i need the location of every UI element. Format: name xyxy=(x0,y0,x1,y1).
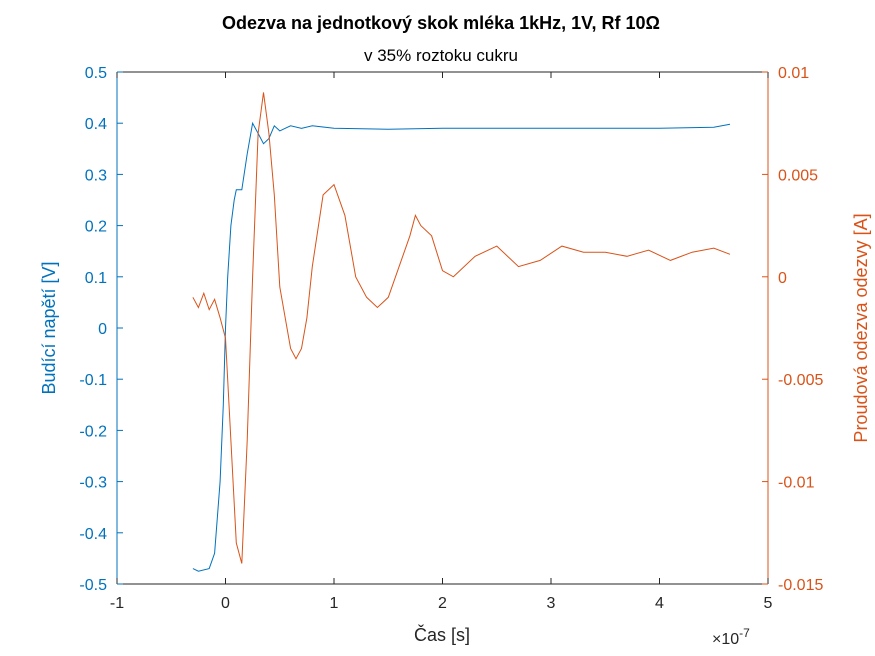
plot-area xyxy=(116,71,769,585)
y-left-tick-label: -0.5 xyxy=(79,577,107,594)
y-left-tick-label: 0.1 xyxy=(85,270,107,287)
x-tick-label: 1 xyxy=(330,595,339,612)
x-tick-label: 3 xyxy=(547,595,556,612)
y-left-tick-label: 0.5 xyxy=(85,65,107,82)
y-left-tick-label: 0.2 xyxy=(85,219,107,236)
y-left-tick-label: 0.3 xyxy=(85,167,107,184)
x-tick-label: 0 xyxy=(221,595,230,612)
x-axis-label: Čas [s] xyxy=(414,624,470,645)
y-right-tick-label: 0.005 xyxy=(778,167,818,184)
tick-layer: -1 0 1 2 3 4 5 -0.5 -0.4 -0.3 -0.2 -0.1 0 0.1 0.2 0.3 0.… xyxy=(79,65,823,612)
x-axis-exponent: ×10-7 xyxy=(712,626,750,648)
y-left-tick-label: -0.2 xyxy=(79,423,107,440)
y-right-tick-label: 0 xyxy=(778,270,787,287)
x-exponent-power: -7 xyxy=(739,626,750,640)
y-right-tick-label: 0.01 xyxy=(778,65,809,82)
y-right-tick-label: -0.01 xyxy=(778,475,815,492)
series-layer xyxy=(192,92,731,572)
y-axis-right-label: Proudová odezva odezvy [A] xyxy=(851,213,871,442)
y-right-tick-label: -0.015 xyxy=(778,577,823,594)
y-left-tick-label: -0.3 xyxy=(79,475,107,492)
chart-subtitle: v 35% roztoku cukru xyxy=(364,46,518,65)
y-left-tick-label: 0.4 xyxy=(85,116,107,133)
y-left-tick-label: -0.4 xyxy=(79,526,107,543)
current-series-line xyxy=(192,92,731,564)
x-tick-label: 5 xyxy=(764,595,773,612)
x-exponent-base: ×10 xyxy=(712,631,739,648)
x-tick-label: 2 xyxy=(438,595,447,612)
plot-background xyxy=(117,72,768,584)
x-tick-label: 4 xyxy=(655,595,664,612)
y-right-tick-label: -0.005 xyxy=(778,372,823,389)
chart-title: Odezva na jednotkový skok mléka 1kHz, 1V… xyxy=(222,13,660,33)
y-left-tick-label: -0.1 xyxy=(79,372,107,389)
y-axis-left-label: Budící napětí [V] xyxy=(39,261,59,394)
x-tick-label: -1 xyxy=(110,595,124,612)
y-left-tick-label: 0 xyxy=(98,321,107,338)
voltage-series-line xyxy=(192,121,731,572)
